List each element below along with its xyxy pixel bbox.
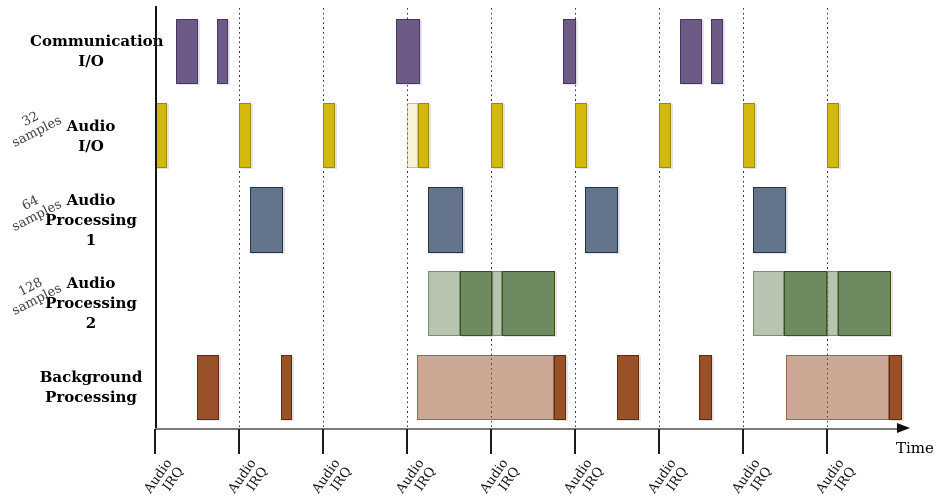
audio-processing-2-ghost-bar [492,271,502,336]
axis-tick [742,429,744,454]
background-processing-bar [554,355,566,420]
audio-io-bar [827,103,839,168]
axis-tick-label-text: Audio IRQ [645,456,690,499]
row-label-communication-io: Communication I/O [30,31,164,71]
axis-tick [574,429,576,454]
background-processing-bar [889,355,902,420]
irq-gridline [659,8,660,429]
communication-io-bar [396,19,420,84]
axis-tick [490,429,492,454]
background-processing-bar [281,355,292,420]
audio-processing-1-bar [585,187,618,253]
y-axis [155,6,157,430]
irq-gridline [491,8,492,429]
time-axis-label: Time [896,439,934,457]
audio-io-bar [323,103,335,168]
row-label-line: 2 [85,314,97,332]
communication-io-bar [711,19,723,84]
background-processing-bar [617,355,639,420]
background-processing-bar [197,355,219,420]
irq-gridline [407,8,408,429]
axis-tick-label-text: Audio IRQ [309,456,354,499]
background-processing-bar [699,355,712,420]
axis-tick [826,429,828,454]
background-processing-ghost-bar [417,355,554,420]
row-label-line: Processing [45,211,137,229]
communication-io-bar [217,19,228,84]
axis-tick [154,429,156,454]
audio-processing-2-ghost-bar [827,271,838,336]
axis-tick-label-text: Audio IRQ [813,456,858,499]
audio-processing-2-ghost-bar [753,271,784,336]
row-label-audio-processing-1: Audio Processing 1 [30,190,152,250]
audio-io-bar [239,103,251,168]
audio-processing-1-bar [428,187,463,253]
row-label-background-processing: Background Processing [30,367,152,407]
row-label-audio-processing-2: Audio Processing 2 [30,273,152,333]
row-label-audio-io: Audio I/O [30,116,152,156]
audio-processing-2-bar [502,271,555,336]
audio-io-bar [743,103,755,168]
row-label-line: I/O [78,137,104,155]
row-label-line: Audio [66,191,116,209]
axis-tick-label-text: Audio IRQ [477,456,522,499]
axis-tick-label-text: Audio IRQ [729,456,774,499]
irq-gridline [575,8,576,429]
row-label-line: Communication [30,32,164,50]
audio-processing-1-bar [753,187,786,253]
irq-gridline [827,8,828,429]
row-label-line: 1 [85,231,97,249]
communication-io-bar [176,19,198,84]
axis-tick-label-text: Audio IRQ [225,456,270,499]
row-label-line: I/O [78,52,104,70]
row-label-line: Audio [66,274,116,292]
audio-io-bar [491,103,503,168]
irq-gridline [239,8,240,429]
axis-tick [406,429,408,454]
x-axis-arrowhead [897,423,910,433]
row-label-line: Processing [45,294,137,312]
audio-io-bar [155,103,167,168]
audio-io-bar [659,103,671,168]
irq-gridline [743,8,744,429]
row-label-line: Background [39,368,143,386]
axis-tick [658,429,660,454]
audio-io-ghost-bar [407,103,418,168]
audio-processing-2-bar [838,271,891,336]
x-axis [155,428,897,430]
background-processing-ghost-bar [786,355,889,420]
row-label-line: Processing [45,388,137,406]
axis-tick-label-text: Audio IRQ [393,456,438,499]
audio-processing-2-bar [784,271,827,336]
axis-tick [238,429,240,454]
audio-processing-2-ghost-bar [428,271,460,336]
audio-io-bar [575,103,587,168]
row-label-line: Audio [66,117,116,135]
axis-tick [322,429,324,454]
axis-tick-label-text: Audio IRQ [561,456,606,499]
audio-processing-2-bar [460,271,492,336]
communication-io-bar [680,19,702,84]
audio-io-bar [418,103,429,168]
audio-processing-1-bar [250,187,283,253]
irq-gridline [323,8,324,429]
communication-io-bar [563,19,576,84]
axis-tick-label-text: Audio IRQ [141,456,186,499]
